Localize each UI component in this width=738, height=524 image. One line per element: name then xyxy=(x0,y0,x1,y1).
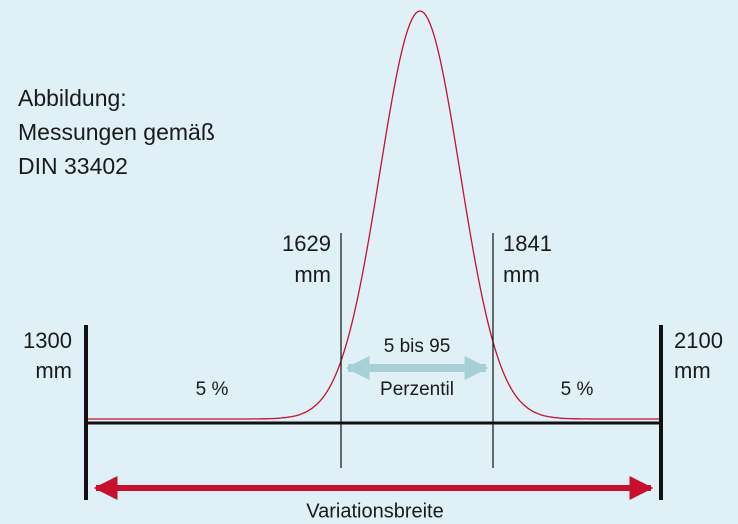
marker-value: 1841 xyxy=(503,231,552,256)
caption-line: Abbildung: xyxy=(18,85,127,111)
marker-unit: mm xyxy=(35,358,72,383)
caption-line: Messungen gemäß xyxy=(18,119,215,145)
segment-label: 5 bis 95 xyxy=(384,336,451,357)
marker-unit: mm xyxy=(503,262,540,287)
marker-unit: mm xyxy=(674,358,711,383)
caption-line: DIN 33402 xyxy=(18,153,128,179)
marker-value: 2100 xyxy=(674,328,723,353)
segment-label: 5 % xyxy=(561,379,594,400)
range-label: Variationsbreite xyxy=(306,500,443,522)
marker-unit: mm xyxy=(294,262,331,287)
marker-value: 1629 xyxy=(282,231,331,256)
marker-value: 1300 xyxy=(23,328,72,353)
distribution-curve xyxy=(86,10,660,420)
segment-label: 5 % xyxy=(196,379,229,400)
segment-label: Perzentil xyxy=(380,379,454,400)
